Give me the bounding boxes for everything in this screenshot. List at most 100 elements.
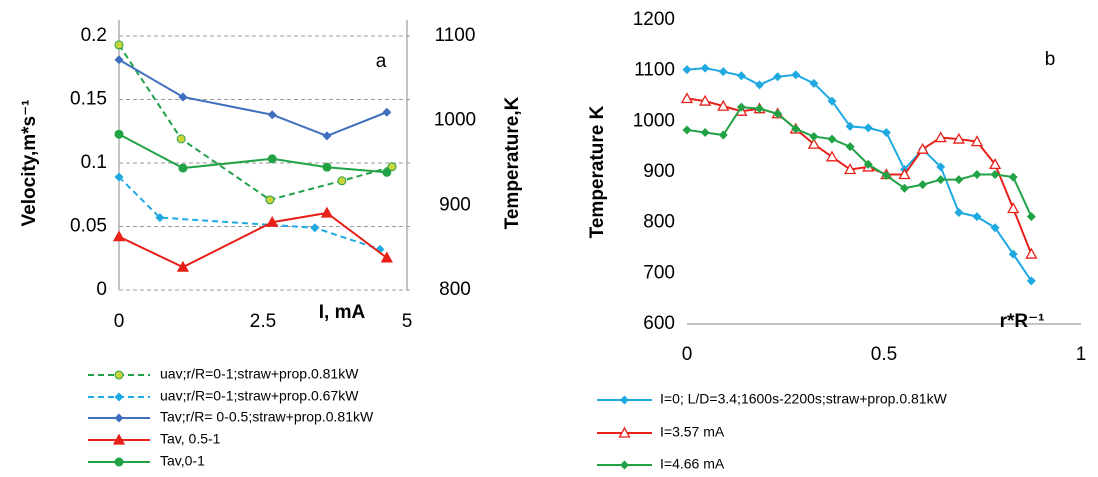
data-point: [934, 131, 947, 143]
x-tick-label: 1: [1076, 344, 1087, 365]
data-point: [898, 168, 911, 180]
y-tick-label: 0: [96, 279, 107, 300]
series-line: [118, 58, 388, 137]
data-point: [266, 215, 279, 227]
y-tick-label: 0.2: [81, 25, 107, 46]
data-point: [700, 63, 710, 73]
series-line: [118, 133, 387, 174]
x-axis-title: I, mA: [319, 302, 366, 323]
data-point: [1008, 172, 1018, 182]
legend-marker: [620, 395, 629, 405]
legend-marker: [620, 460, 629, 470]
data-point: [267, 154, 277, 164]
data-point: [718, 130, 728, 140]
y2-tick-label: 900: [439, 194, 471, 215]
data-point: [1007, 202, 1020, 214]
data-point: [845, 142, 855, 152]
data-point: [881, 171, 891, 181]
data-point: [936, 175, 946, 185]
data-point: [265, 195, 275, 205]
data-point: [717, 99, 730, 111]
legend-label: I=3.57 mA: [660, 424, 725, 440]
data-point: [773, 109, 783, 119]
data-point: [322, 162, 332, 172]
series-line: [686, 106, 1033, 218]
data-point: [881, 127, 891, 137]
y-tick-label: 0.05: [70, 216, 107, 237]
data-point: [952, 132, 965, 144]
data-point: [809, 132, 819, 142]
data-point: [809, 78, 819, 88]
data-point: [382, 107, 392, 117]
data-point: [680, 92, 694, 104]
y-tick-label: 800: [643, 212, 675, 233]
y2-axis-title: Temperature,K: [502, 96, 523, 229]
legend-label: Tav, 0.5-1: [160, 431, 221, 447]
legend-marker: [114, 457, 124, 467]
data-point: [114, 40, 124, 50]
data-point: [825, 150, 839, 162]
series-line: [118, 44, 393, 201]
x-tick-label: 5: [402, 311, 413, 332]
legend-marker: [114, 413, 124, 423]
legend-marker: [618, 426, 631, 438]
legend-label: uav;r/R=0-1;straw+prop.0.67kW: [160, 388, 359, 404]
legend-marker: [114, 392, 124, 402]
legend-label: Tav;r/R= 0-0.5;straw+prop.0.81kW: [160, 409, 374, 425]
data-point: [176, 134, 186, 144]
data-point: [970, 135, 984, 147]
data-point: [972, 212, 982, 222]
data-point: [112, 230, 126, 242]
y-tick-label: 1100: [634, 60, 675, 81]
data-point: [916, 142, 929, 154]
data-point: [1026, 276, 1036, 286]
data-point: [990, 223, 1000, 233]
data-point: [990, 170, 1000, 180]
data-point: [754, 80, 764, 90]
data-point: [807, 137, 820, 149]
data-point: [387, 162, 397, 172]
data-point: [320, 206, 334, 218]
data-point: [178, 92, 188, 102]
data-point: [699, 94, 712, 106]
data-point: [845, 121, 855, 131]
data-point: [114, 129, 124, 139]
y-tick-label: 1000: [633, 110, 675, 131]
data-point: [827, 134, 837, 144]
y-axis-title: Velocity,m*s⁻¹: [19, 100, 40, 227]
data-point: [773, 72, 783, 82]
y-tick-label: 900: [643, 161, 675, 182]
data-point: [791, 70, 801, 80]
data-point: [382, 167, 392, 177]
legend-label: I=4.66 mA: [660, 456, 725, 472]
x-tick-label: 0: [682, 344, 693, 365]
x-tick-label: 2.5: [250, 311, 276, 332]
data-point: [863, 123, 873, 133]
y-tick-label: 1200: [633, 9, 675, 30]
y2-tick-label: 800: [439, 279, 471, 300]
data-point: [1025, 247, 1038, 259]
data-point: [178, 163, 188, 173]
data-point: [863, 159, 873, 169]
data-point: [844, 163, 857, 175]
data-point: [1008, 249, 1018, 259]
y-axis-title: Temperature K: [587, 105, 608, 238]
x-tick-label: 0: [114, 311, 125, 332]
data-point: [155, 213, 165, 223]
data-point: [267, 110, 277, 120]
data-point: [754, 104, 764, 114]
data-point: [736, 102, 746, 112]
data-point: [718, 67, 728, 77]
data-point: [114, 55, 124, 65]
data-point: [972, 170, 982, 180]
data-point: [899, 183, 909, 193]
data-point: [918, 180, 928, 190]
legend-marker: [112, 433, 126, 445]
data-point: [310, 223, 320, 233]
data-point: [114, 172, 124, 182]
legend-marker: [114, 370, 124, 380]
y-tick-label: 700: [643, 262, 675, 283]
data-point: [736, 71, 746, 81]
